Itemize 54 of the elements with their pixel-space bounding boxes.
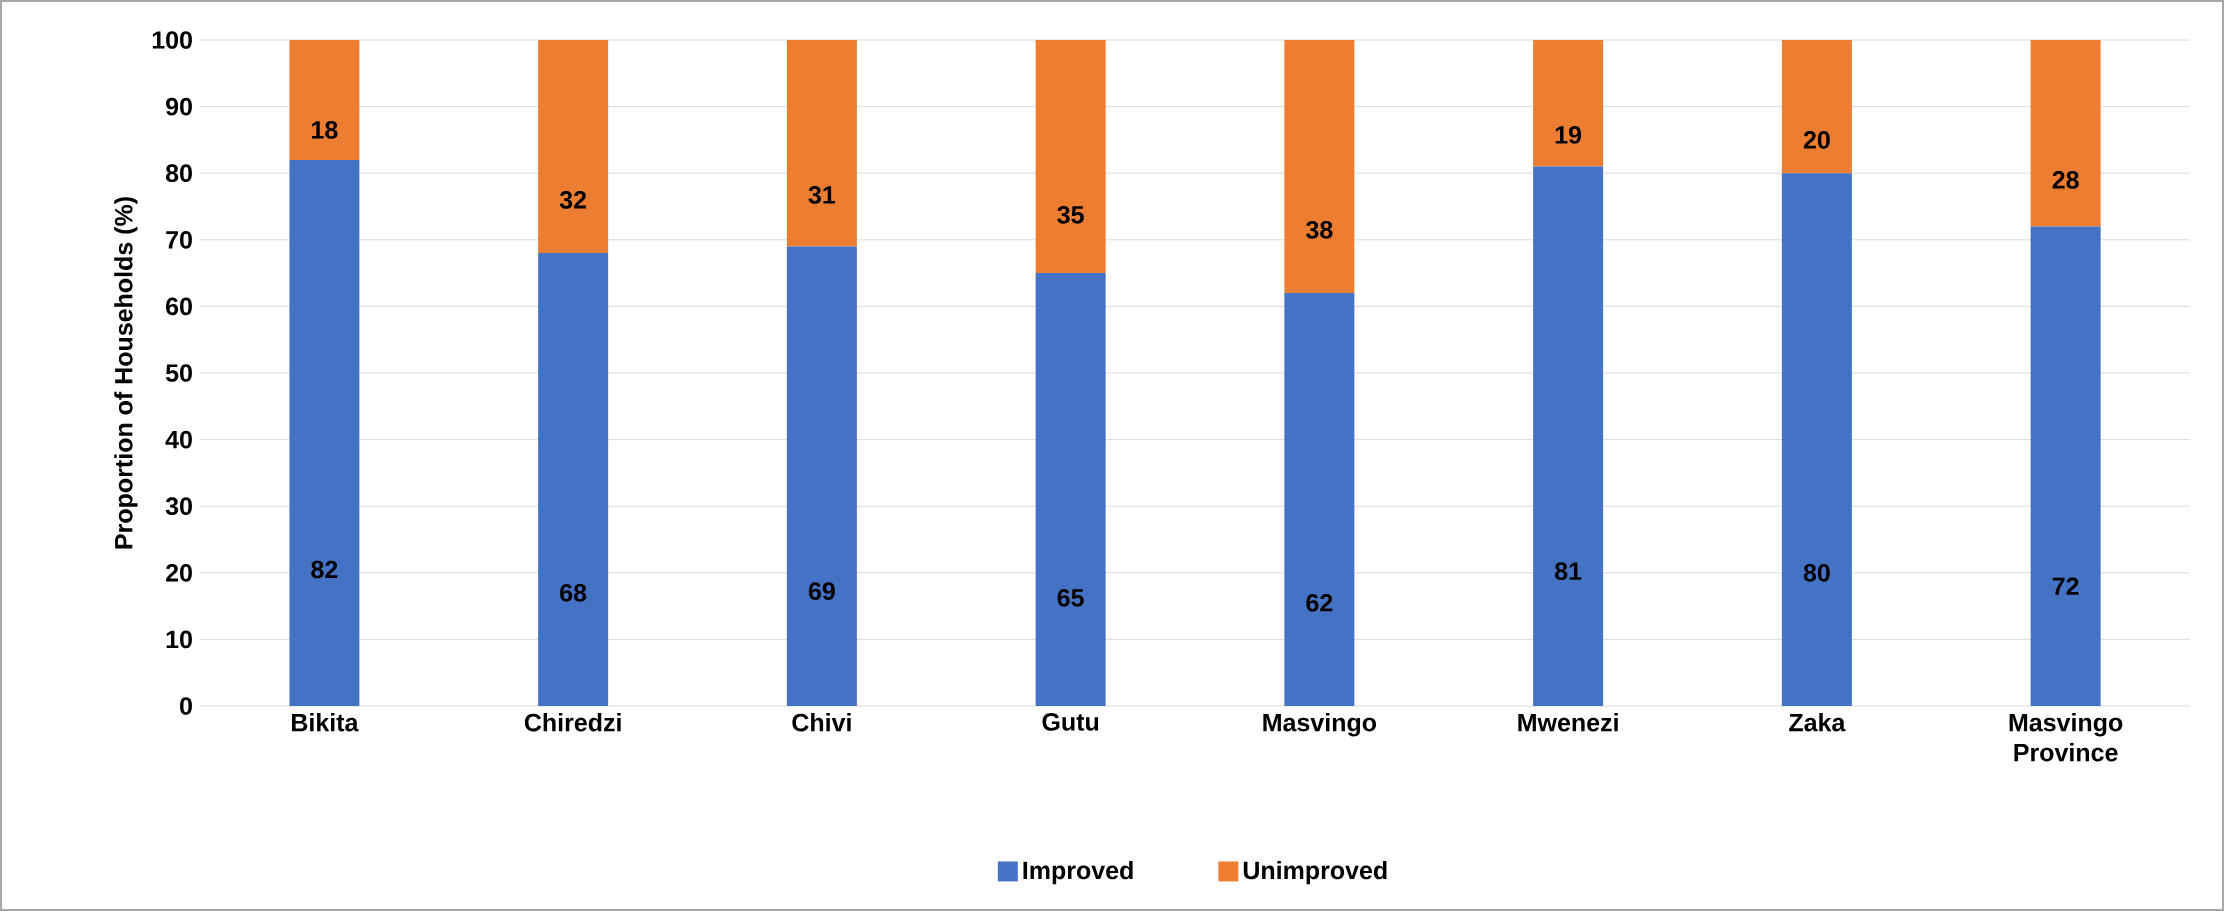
y-tick-label: 60 bbox=[166, 297, 192, 316]
data-label: 68 bbox=[560, 583, 587, 602]
bar bbox=[1284, 293, 1355, 706]
data-label: 62 bbox=[1306, 593, 1333, 612]
bar bbox=[2030, 40, 2101, 227]
y-tick-label: 10 bbox=[166, 630, 192, 649]
bar bbox=[1035, 40, 1106, 274]
legend-label: Improved bbox=[1023, 860, 1133, 885]
bar bbox=[289, 40, 360, 160]
x-tick-label: Chiredzi bbox=[524, 713, 621, 732]
data-label: 28 bbox=[2052, 171, 2079, 189]
bar bbox=[538, 253, 609, 706]
y-tick-label: 20 bbox=[166, 563, 192, 582]
bar bbox=[786, 40, 857, 247]
y-tick-label: 40 bbox=[165, 430, 192, 449]
y-tick-label: 30 bbox=[165, 497, 192, 516]
x-tick-label: Gutu bbox=[1042, 713, 1099, 731]
data-label: 32 bbox=[559, 190, 587, 209]
x-tick-label: Bikita bbox=[292, 713, 359, 732]
x-tick-label: Mwenezi bbox=[1518, 713, 1618, 732]
data-label: 72 bbox=[2052, 577, 2079, 595]
bar bbox=[1781, 40, 1852, 174]
bar bbox=[1781, 173, 1852, 706]
bar bbox=[2030, 226, 2101, 706]
x-tick-label: Masvingo Province bbox=[2009, 713, 2123, 762]
data-label: 81 bbox=[1555, 562, 1582, 580]
bar bbox=[1284, 40, 1355, 294]
y-tick-label: 100 bbox=[152, 31, 192, 49]
x-tick-label: Zaka bbox=[1789, 713, 1846, 732]
data-label: 18 bbox=[312, 121, 338, 139]
bar bbox=[289, 159, 360, 706]
bar bbox=[538, 40, 609, 254]
data-label: 69 bbox=[808, 582, 835, 600]
bar bbox=[786, 246, 857, 706]
y-tick-label: 0 bbox=[180, 697, 192, 715]
y-tick-label: 70 bbox=[166, 230, 192, 249]
x-tick-label: Chivi bbox=[792, 713, 851, 732]
bar bbox=[1533, 166, 1604, 706]
x-tick-label: Masvingo bbox=[1263, 713, 1377, 737]
y-tick-label: 50 bbox=[165, 364, 192, 382]
y-tick-label: 90 bbox=[166, 97, 192, 116]
y-axis-title: Proportion of Households (%) bbox=[114, 197, 138, 549]
data-label: 20 bbox=[1803, 131, 1830, 149]
data-label: 31 bbox=[808, 185, 836, 204]
data-label: 65 bbox=[1057, 588, 1084, 607]
data-label: 80 bbox=[1803, 563, 1830, 582]
bar bbox=[1035, 273, 1106, 706]
data-label: 82 bbox=[311, 560, 338, 579]
legend-label: Unimproved bbox=[1243, 860, 1387, 885]
data-label: 38 bbox=[1306, 220, 1333, 239]
data-label: 19 bbox=[1555, 126, 1582, 144]
bar bbox=[1533, 40, 1604, 167]
y-tick-label: 80 bbox=[165, 164, 192, 183]
data-label: 35 bbox=[1057, 205, 1084, 224]
